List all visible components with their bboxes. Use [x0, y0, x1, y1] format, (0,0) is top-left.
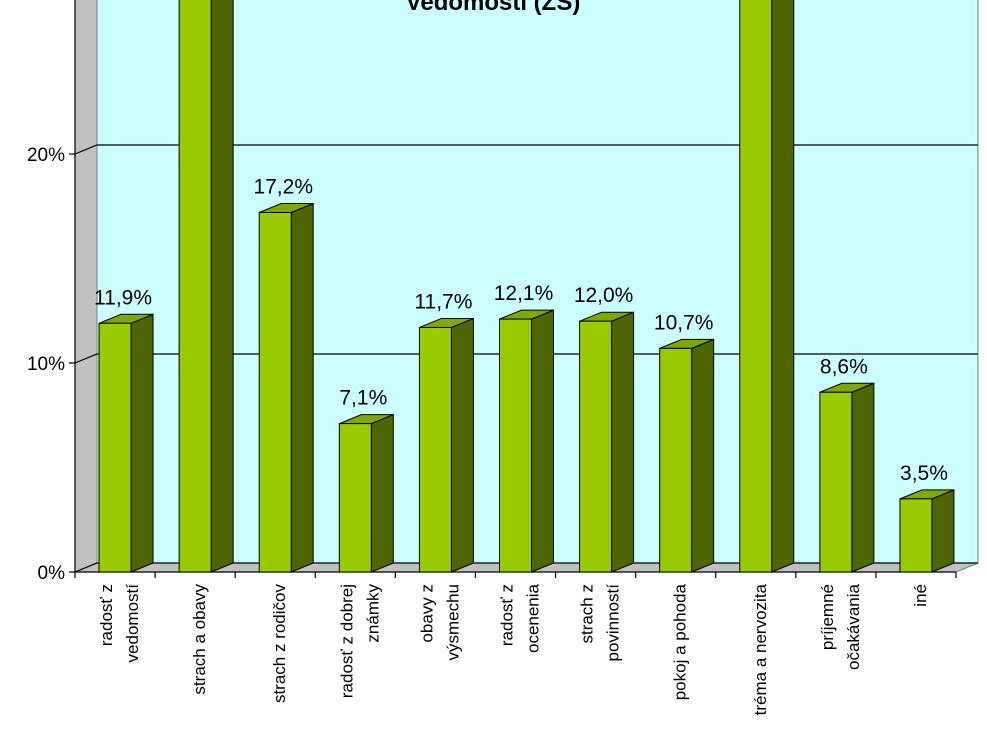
category-label: povinností [604, 584, 623, 662]
bar [659, 347, 693, 573]
category-label: známky [363, 584, 382, 643]
bar [178, 0, 212, 573]
bar-side [290, 202, 314, 573]
y-tick-label: 10% [27, 354, 65, 375]
bar [499, 318, 532, 573]
bar-side [130, 313, 154, 573]
category-label: očakávania [844, 583, 863, 670]
gridline [74, 144, 978, 155]
bar-side [771, 0, 795, 573]
bar [899, 498, 933, 573]
data-label: 11,7% [414, 290, 472, 313]
category-label: strach z [578, 584, 597, 644]
category-label: strach a obavy [190, 584, 209, 695]
data-label: 10,7% [654, 311, 714, 334]
data-label: 12,0% [574, 284, 634, 307]
category-label: tréma a nervozita [751, 583, 770, 715]
bar [579, 320, 613, 573]
category-label: vedomostí [123, 584, 142, 663]
bar-side [691, 338, 715, 573]
bar-side [370, 413, 394, 573]
data-label: 8,6% [820, 355, 868, 378]
category-label: ocenenia [524, 583, 543, 653]
category-label: radosť z [97, 584, 116, 646]
bar [418, 326, 452, 573]
bar [338, 423, 372, 573]
bar-side [931, 489, 955, 573]
category-label: strach z rodičov [270, 584, 289, 704]
y-tick-label: 20% [27, 145, 65, 166]
data-label: 7,1% [339, 387, 387, 410]
category-label: radosť z dobrej [337, 584, 356, 698]
bar-side [531, 309, 554, 573]
bar [258, 212, 292, 573]
bar [819, 391, 853, 573]
data-label: 3,5% [900, 462, 948, 485]
bar-side [210, 0, 234, 573]
category-label: obavy z [417, 584, 436, 643]
category-label: radosť z [498, 584, 517, 646]
bar-side [851, 382, 875, 573]
data-label: 12,1% [494, 282, 554, 305]
category-label: príjemné [818, 584, 837, 650]
bar [739, 0, 773, 573]
chart-title: Vedomosti (ZŠ) [406, 0, 581, 16]
category-label: výsmechu [443, 584, 462, 661]
bar [98, 322, 132, 573]
data-label: 17,2% [253, 176, 313, 199]
data-label: 11,9% [94, 286, 152, 309]
category-label: pokoj a pohoda [671, 583, 690, 700]
y-tick-label: 0% [38, 563, 66, 584]
bar-side [611, 311, 635, 573]
category-label: iné [911, 584, 930, 607]
bar-side [450, 317, 474, 573]
